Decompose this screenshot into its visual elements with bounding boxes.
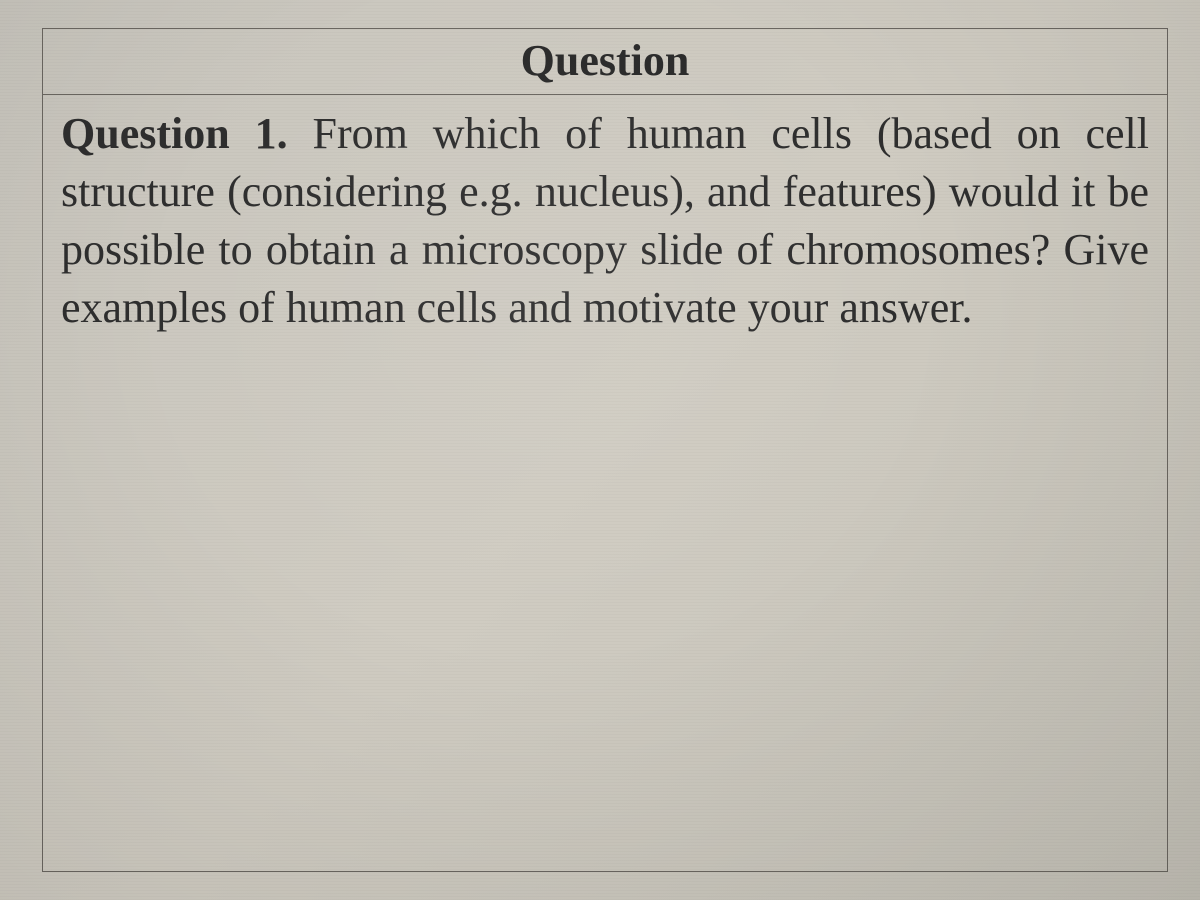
table-right-border [1142, 29, 1143, 871]
table-header: Question [43, 29, 1167, 95]
question-number-label: Question 1. [61, 109, 288, 158]
question-cell: Question 1. From which of human cells (b… [43, 95, 1167, 337]
question-table: Question Question 1. From which of human… [42, 28, 1168, 872]
